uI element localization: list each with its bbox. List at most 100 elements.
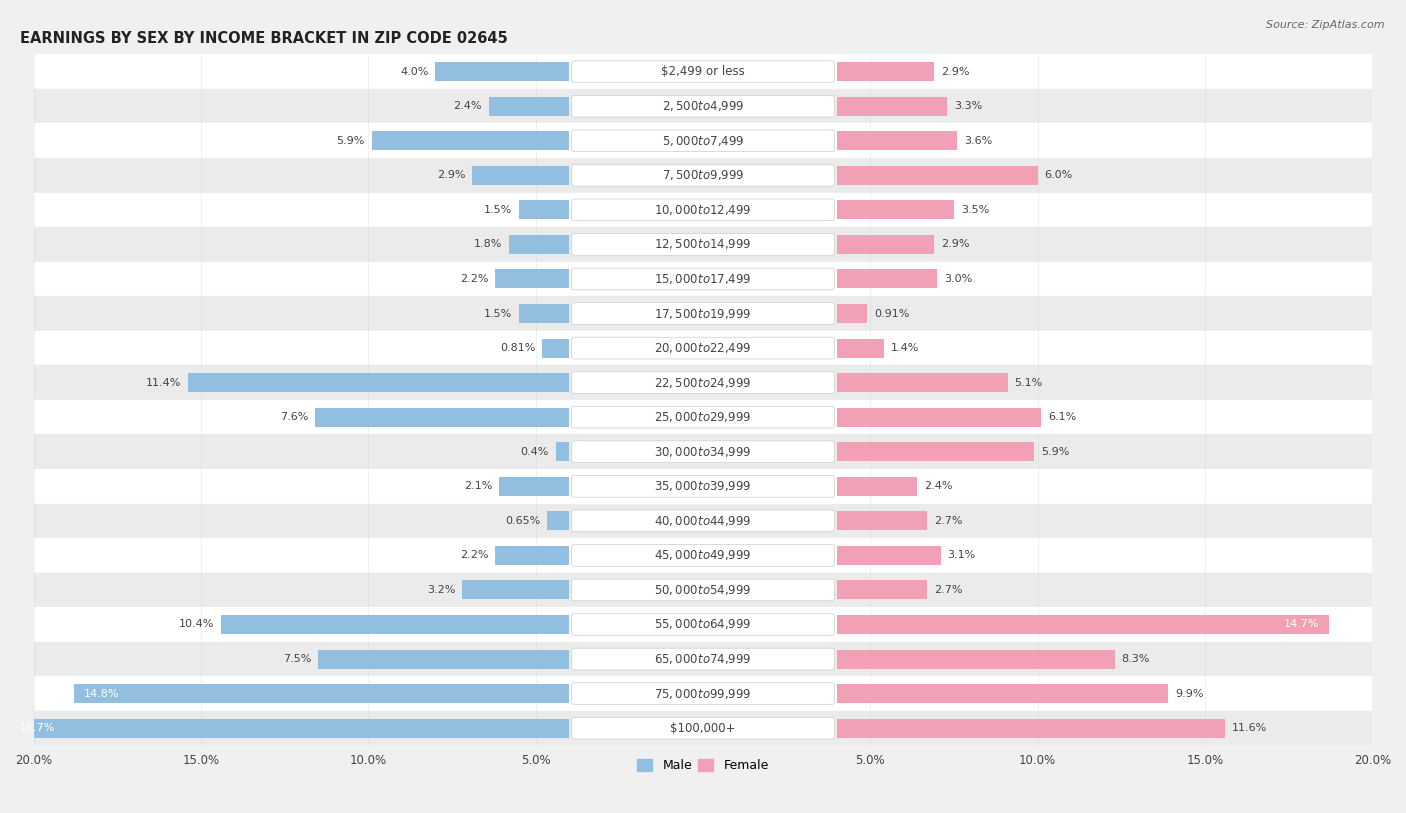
- Bar: [541, 338, 569, 358]
- Bar: [34, 54, 1372, 89]
- Text: 3.3%: 3.3%: [955, 101, 983, 111]
- Bar: [837, 442, 1035, 461]
- Text: 16.7%: 16.7%: [20, 723, 56, 733]
- FancyBboxPatch shape: [571, 406, 835, 428]
- Text: 3.2%: 3.2%: [427, 585, 456, 595]
- Text: 2.4%: 2.4%: [454, 101, 482, 111]
- Text: 2.9%: 2.9%: [941, 239, 969, 250]
- Bar: [34, 158, 1372, 193]
- Bar: [837, 546, 941, 565]
- FancyBboxPatch shape: [571, 95, 835, 117]
- Bar: [495, 546, 569, 565]
- FancyBboxPatch shape: [571, 233, 835, 255]
- Bar: [519, 200, 569, 220]
- FancyBboxPatch shape: [571, 441, 835, 463]
- Bar: [837, 269, 938, 289]
- FancyBboxPatch shape: [571, 268, 835, 289]
- Bar: [187, 373, 569, 392]
- Text: 2.9%: 2.9%: [437, 170, 465, 180]
- Bar: [837, 338, 884, 358]
- Text: $40,000 to $44,999: $40,000 to $44,999: [654, 514, 752, 528]
- Text: 14.8%: 14.8%: [84, 689, 120, 698]
- Bar: [34, 711, 1372, 746]
- Text: $45,000 to $49,999: $45,000 to $49,999: [654, 549, 752, 563]
- Bar: [837, 719, 1225, 737]
- Bar: [837, 580, 928, 599]
- FancyBboxPatch shape: [571, 372, 835, 393]
- Bar: [837, 650, 1115, 668]
- Text: 2.1%: 2.1%: [464, 481, 492, 491]
- Text: 2.7%: 2.7%: [934, 585, 963, 595]
- Text: 3.0%: 3.0%: [943, 274, 972, 284]
- Bar: [34, 572, 1372, 607]
- Bar: [499, 476, 569, 496]
- Bar: [837, 62, 934, 81]
- Bar: [34, 434, 1372, 469]
- Bar: [34, 469, 1372, 503]
- Text: 11.6%: 11.6%: [1232, 723, 1267, 733]
- Text: 14.7%: 14.7%: [1284, 620, 1319, 629]
- Bar: [837, 304, 868, 323]
- Text: 5.1%: 5.1%: [1014, 377, 1042, 388]
- Text: Source: ZipAtlas.com: Source: ZipAtlas.com: [1267, 20, 1385, 30]
- Text: 7.6%: 7.6%: [280, 412, 308, 422]
- Bar: [837, 476, 917, 496]
- Text: $12,500 to $14,999: $12,500 to $14,999: [654, 237, 752, 251]
- Bar: [221, 615, 569, 634]
- FancyBboxPatch shape: [571, 717, 835, 739]
- Text: 2.9%: 2.9%: [941, 67, 969, 76]
- Text: 0.65%: 0.65%: [505, 515, 541, 526]
- FancyBboxPatch shape: [571, 337, 835, 359]
- FancyBboxPatch shape: [571, 476, 835, 497]
- FancyBboxPatch shape: [571, 164, 835, 186]
- Text: $5,000 to $7,499: $5,000 to $7,499: [662, 134, 744, 148]
- Text: 8.3%: 8.3%: [1122, 654, 1150, 664]
- Bar: [318, 650, 569, 668]
- Text: 2.7%: 2.7%: [934, 515, 963, 526]
- Bar: [555, 442, 569, 461]
- Bar: [34, 124, 1372, 158]
- Bar: [837, 200, 955, 220]
- Text: $75,000 to $99,999: $75,000 to $99,999: [654, 687, 752, 701]
- Text: 3.6%: 3.6%: [965, 136, 993, 146]
- Text: 6.1%: 6.1%: [1047, 412, 1076, 422]
- Text: 10.4%: 10.4%: [179, 620, 214, 629]
- Text: 1.8%: 1.8%: [474, 239, 502, 250]
- Bar: [837, 511, 928, 530]
- Bar: [509, 235, 569, 254]
- Bar: [371, 131, 569, 150]
- Bar: [837, 615, 1329, 634]
- Bar: [315, 407, 569, 427]
- Bar: [34, 400, 1372, 434]
- Bar: [34, 365, 1372, 400]
- Text: $100,000+: $100,000+: [671, 722, 735, 735]
- Text: 7.5%: 7.5%: [283, 654, 311, 664]
- Bar: [436, 62, 569, 81]
- Text: 2.2%: 2.2%: [460, 274, 489, 284]
- Text: 3.5%: 3.5%: [960, 205, 988, 215]
- Text: $20,000 to $22,499: $20,000 to $22,499: [654, 341, 752, 355]
- Text: EARNINGS BY SEX BY INCOME BRACKET IN ZIP CODE 02645: EARNINGS BY SEX BY INCOME BRACKET IN ZIP…: [20, 31, 508, 46]
- FancyBboxPatch shape: [571, 545, 835, 566]
- Text: $65,000 to $74,999: $65,000 to $74,999: [654, 652, 752, 666]
- Bar: [34, 607, 1372, 641]
- Bar: [34, 641, 1372, 676]
- Text: $50,000 to $54,999: $50,000 to $54,999: [654, 583, 752, 597]
- Bar: [34, 227, 1372, 262]
- Bar: [10, 719, 569, 737]
- Text: 3.1%: 3.1%: [948, 550, 976, 560]
- FancyBboxPatch shape: [571, 683, 835, 704]
- FancyBboxPatch shape: [571, 648, 835, 670]
- Text: 1.5%: 1.5%: [484, 308, 512, 319]
- Bar: [837, 166, 1038, 185]
- Text: 6.0%: 6.0%: [1045, 170, 1073, 180]
- Bar: [34, 503, 1372, 538]
- Text: $30,000 to $34,999: $30,000 to $34,999: [654, 445, 752, 459]
- Bar: [495, 269, 569, 289]
- Text: 9.9%: 9.9%: [1175, 689, 1204, 698]
- Text: $2,500 to $4,999: $2,500 to $4,999: [662, 99, 744, 113]
- FancyBboxPatch shape: [571, 199, 835, 220]
- Text: $17,500 to $19,999: $17,500 to $19,999: [654, 307, 752, 320]
- Text: 5.9%: 5.9%: [1040, 446, 1070, 457]
- Text: $35,000 to $39,999: $35,000 to $39,999: [654, 480, 752, 493]
